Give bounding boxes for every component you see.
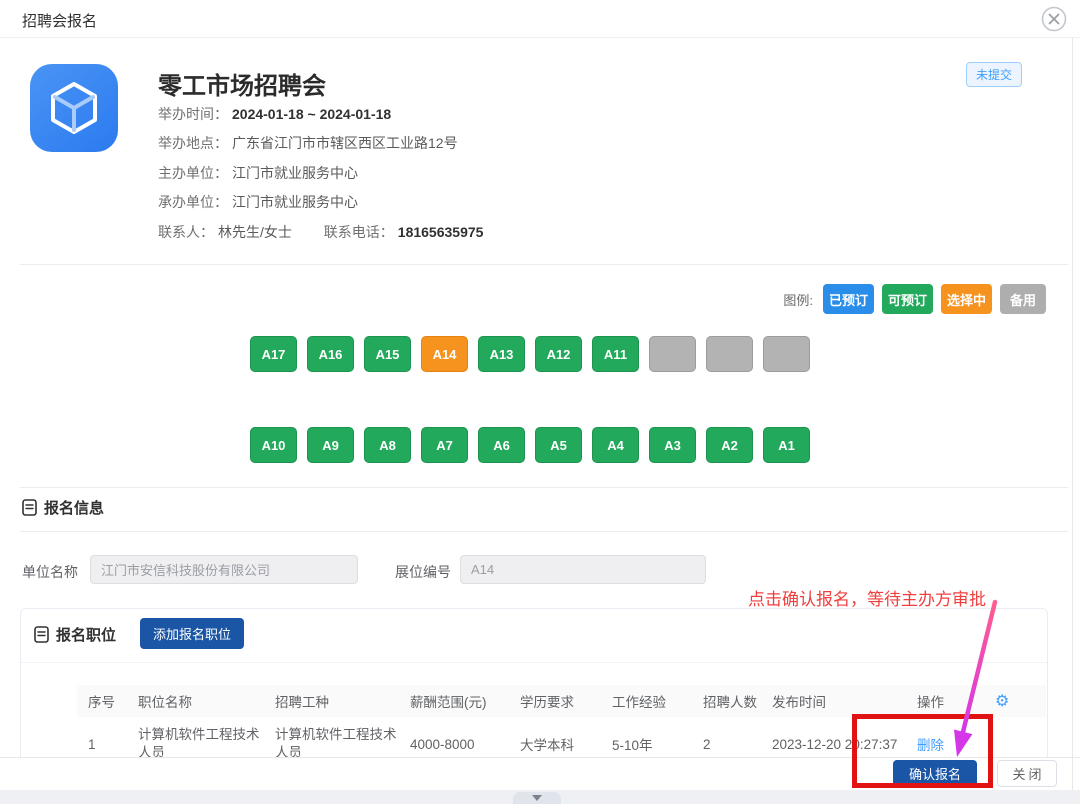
- booth-a3[interactable]: A3: [649, 427, 696, 463]
- booth-standby: [706, 336, 753, 372]
- add-position-button[interactable]: 添加报名职位: [140, 618, 245, 649]
- booth-a16[interactable]: A16: [307, 336, 354, 372]
- document-icon: [22, 499, 37, 516]
- col-no: 序号: [88, 695, 115, 710]
- legend-available: 可预订: [881, 284, 933, 314]
- cell-position: 计算机软件工程技术人员: [138, 727, 260, 760]
- section-positions: 报名职位: [34, 624, 116, 645]
- booth-a10[interactable]: A10: [250, 427, 297, 463]
- chevron-down-icon: [532, 795, 542, 801]
- section-title: 报名信息: [44, 500, 105, 517]
- col-action: 操作: [917, 695, 944, 710]
- col-experience: 工作经验: [612, 695, 666, 710]
- cell-jobtype: 计算机软件工程技术人员: [275, 727, 397, 760]
- col-jobtype: 招聘工种: [275, 695, 329, 710]
- company-name-label: 单位名称: [22, 564, 78, 580]
- column-settings-gear-icon[interactable]: ⚙: [995, 693, 1010, 710]
- booth-a15[interactable]: A15: [364, 336, 411, 372]
- cell-salary: 4000-8000: [410, 736, 475, 752]
- booth-row-1: A17 A16 A15 A14 A13 A12 A11: [250, 336, 810, 372]
- booth-row-2: A10 A9 A8 A7 A6 A5 A4 A3 A2 A1: [250, 427, 810, 463]
- company-name-input[interactable]: [90, 555, 358, 584]
- booth-standby: [763, 336, 810, 372]
- field-contact: 联系人： 林先生/女士 联系电话： 18165635975: [158, 223, 484, 240]
- scrollbar-track[interactable]: [1072, 38, 1073, 790]
- document-icon: [34, 626, 49, 643]
- booth-a8[interactable]: A8: [364, 427, 411, 463]
- booth-a5[interactable]: A5: [535, 427, 582, 463]
- divider: [21, 662, 1047, 663]
- booth-legend: 图例: 已预订 可预订 选择中 备用: [783, 284, 1046, 314]
- divider: [20, 531, 1068, 532]
- booth-a12[interactable]: A12: [535, 336, 582, 372]
- booth-a13[interactable]: A13: [478, 336, 525, 372]
- legend-label: 图例:: [783, 292, 813, 308]
- field-location: 举办地点： 广东省江门市市辖区西区工业路12号: [158, 135, 458, 152]
- annotation-text: 点击确认报名，等待主办方审批: [748, 590, 986, 609]
- booth-a14-selected[interactable]: A14: [421, 336, 468, 372]
- section-registration-info: 报名信息: [22, 497, 104, 518]
- cell-education: 大学本科: [520, 738, 574, 753]
- legend-booked: 已预订: [822, 284, 874, 314]
- modal-footer: 确认报名 关闭: [0, 757, 1080, 790]
- field-time: 举办时间： 2024-01-18 ~ 2024-01-18: [158, 106, 392, 122]
- booth-a6[interactable]: A6: [478, 427, 525, 463]
- col-education: 学历要求: [520, 695, 574, 710]
- col-publish-time: 发布时间: [772, 695, 826, 710]
- booth-number-input[interactable]: [460, 555, 706, 584]
- modal-title: 招聘会报名: [22, 13, 98, 30]
- field-organizer: 主办单位： 江门市就业服务中心: [158, 164, 358, 181]
- highlight-red-box: [852, 714, 993, 788]
- confirm-registration-button[interactable]: 确认报名: [893, 760, 977, 787]
- divider: [20, 487, 1068, 488]
- modal-header: 招聘会报名: [0, 0, 1080, 38]
- divider: [20, 264, 1068, 265]
- section-title: 报名职位: [56, 627, 117, 644]
- booth-number-label: 展位编号: [395, 564, 451, 580]
- booth-a7[interactable]: A7: [421, 427, 468, 463]
- cell-experience: 5-10年: [612, 738, 653, 753]
- cell-no: 1: [88, 736, 96, 752]
- col-count: 招聘人数: [703, 695, 757, 710]
- legend-selecting: 选择中: [940, 284, 992, 314]
- booth-a4[interactable]: A4: [592, 427, 639, 463]
- close-button[interactable]: 关闭: [997, 760, 1057, 787]
- cell-publish-time: 2023-12-20 20:27:37: [772, 736, 898, 752]
- legend-standby: 备用: [1000, 284, 1046, 314]
- fair-name: 零工市场招聘会: [158, 73, 326, 100]
- booth-a1[interactable]: A1: [763, 427, 810, 463]
- delete-link[interactable]: 删除: [917, 738, 944, 753]
- booth-a11[interactable]: A11: [592, 336, 639, 372]
- col-position: 职位名称: [138, 695, 192, 710]
- table-header-row: 序号 职位名称 招聘工种 薪酬范围(元) 学历要求 工作经验 招聘人数 发布时间…: [77, 685, 1046, 717]
- field-undertaker: 承办单位： 江门市就业服务中心: [158, 194, 358, 211]
- status-badge: 未提交: [965, 62, 1022, 87]
- col-salary: 薪酬范围(元): [410, 695, 487, 710]
- cell-count: 2: [703, 736, 711, 752]
- close-icon[interactable]: [1040, 5, 1068, 33]
- fair-detail-fields: 举办时间： 2024-01-18 ~ 2024-01-18 举办地点： 广东省江门市…: [158, 100, 483, 247]
- collapse-tab[interactable]: [513, 792, 561, 804]
- fair-cube-icon: [30, 64, 118, 152]
- booth-a9[interactable]: A9: [307, 427, 354, 463]
- booth-a17[interactable]: A17: [250, 336, 297, 372]
- booth-standby: [649, 336, 696, 372]
- booth-a2[interactable]: A2: [706, 427, 753, 463]
